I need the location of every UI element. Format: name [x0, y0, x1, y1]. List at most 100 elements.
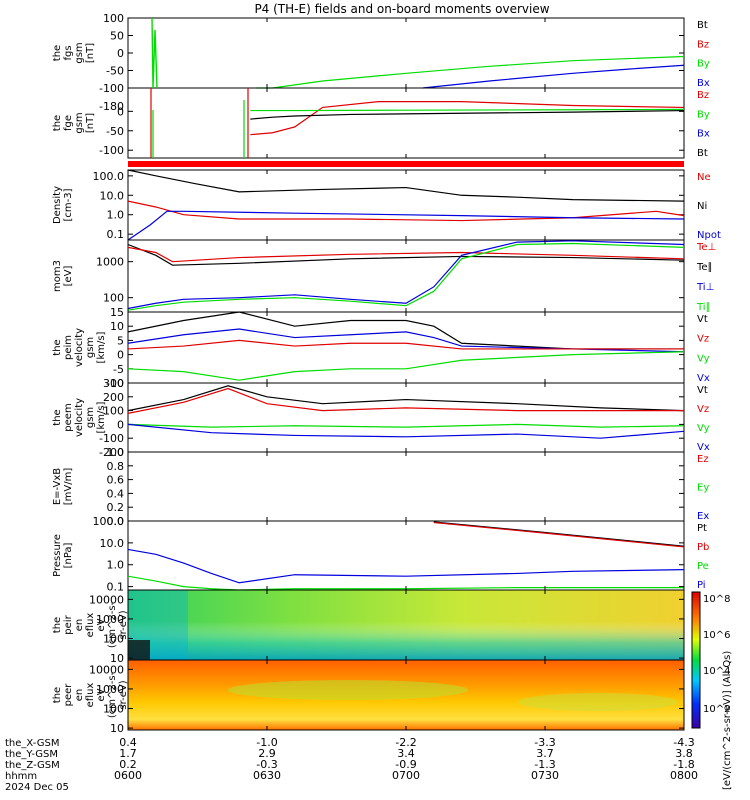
y-axis-label-line: fge — [63, 115, 74, 131]
y-axis-label-line: the — [52, 409, 63, 425]
y-axis-label-line: eV — [96, 618, 107, 631]
y-tick-label: 100 — [103, 292, 124, 305]
x-axis-row-value: 0.4 — [119, 736, 137, 749]
y-axis-label-line: peim — [63, 335, 74, 360]
y-ticks: 100.0 10.0 1.0 0.1 — [93, 515, 684, 594]
y-axis-label-line: gsm — [85, 407, 96, 428]
y-tick-label: -200 — [99, 446, 124, 459]
legend-ey: Ey — [697, 483, 709, 494]
y-axis-label-line: velocity — [74, 398, 85, 437]
legend-ti∥: Ti∥ — [696, 302, 711, 313]
legend-bz: Bz — [697, 39, 709, 50]
y-axis-label-line: [nT] — [85, 113, 96, 133]
legend-ex: Ex — [697, 511, 709, 522]
legend-by: By — [697, 109, 710, 120]
y-tick-label: 300 — [103, 377, 124, 390]
x-axis-row-value: -3.3 — [534, 736, 555, 749]
series-fgs-bx — [422, 64, 685, 89]
y-tick-label: 10 — [110, 722, 124, 735]
y-axis-label-line: the — [52, 115, 63, 131]
legend-vt: Vt — [697, 314, 708, 325]
y-tick-label: 0 — [117, 418, 124, 431]
y-axis-label-line: sr-eV) — [118, 610, 129, 639]
series-peim-vz — [127, 339, 684, 350]
y-tick-label: 100 — [103, 703, 124, 716]
y-axis-label-line: (cm^2-s- — [107, 601, 118, 648]
x-axis-row-value: 0.2 — [119, 758, 137, 771]
y-tick-label: 5 — [117, 334, 124, 347]
series-peem-vy — [127, 423, 685, 428]
y-tick-label: 50 — [110, 30, 124, 43]
y-axis-label-line: peer — [63, 683, 74, 707]
y-tick-label: 1000 — [96, 613, 124, 626]
x-axis-row-value: 0730 — [531, 769, 559, 782]
y-tick-label: 0 — [117, 47, 124, 60]
y-tick-label: 100.0 — [93, 170, 125, 183]
y-tick-label: 200 — [103, 391, 124, 404]
y-tick-label: -100 — [99, 144, 124, 157]
x-axis-row-label: hhmm — [5, 771, 37, 782]
y-axis-label: thepeirenefluxeV(cm^2-s-sr-eV) — [52, 601, 129, 648]
y-tick-label: 10 — [110, 320, 124, 333]
y-tick-label: 0.1 — [107, 228, 125, 241]
y-axis-label-line: mom3 — [52, 260, 63, 292]
peir-spectrogram-low-energy — [128, 621, 684, 660]
y-axis-label-line: fgs — [63, 45, 74, 60]
series-peim-vx — [127, 328, 685, 353]
x-axis-row-value: -0.3 — [256, 758, 277, 771]
y-axis-label-line: [cm-3] — [63, 188, 74, 221]
panel-peem: 3002001000-100-200thepeemvelocitygsm[km/… — [52, 377, 710, 459]
series-pressure-pi — [127, 548, 685, 584]
x-axis-row-value: 0600 — [114, 769, 142, 782]
x-axis-row-value: -1.0 — [256, 736, 277, 749]
legend-vz: Vz — [697, 404, 709, 415]
y-axis-label-line: eV — [96, 688, 107, 701]
y-tick-label: -100 — [99, 82, 124, 95]
x-axis-row-value: 3.7 — [536, 747, 554, 760]
y-tick-label: 0.0 — [107, 515, 125, 528]
legend-npot: Npot — [697, 230, 721, 241]
status-bar — [128, 161, 684, 167]
y-ticks: 100.0 10.0 1.0 0.1 — [93, 170, 684, 241]
series-temps-ti∥ — [127, 242, 685, 311]
y-axis-label-line: [km/s] — [96, 401, 107, 433]
x-axis-row-value: 2.9 — [258, 747, 276, 760]
y-ticks: 100 50 0 -50 -100 — [99, 12, 684, 95]
panel-peir: 10000 1000 100 10 thepeirenefluxeV(cm^2-s-sr… — [52, 589, 685, 665]
series-peim-vy — [127, 351, 685, 381]
y-ticks: 0 -50 -100 -180 — [99, 100, 684, 157]
x-axis-row-value: -1.3 — [534, 758, 555, 771]
colorbar-gradient — [691, 591, 701, 729]
fgs-spike — [151, 17, 158, 89]
x-axis-row-label: the_Y-GSM — [5, 749, 58, 760]
y-axis-label-line: [eV] — [63, 266, 74, 287]
y-tick-label: 0.4 — [107, 487, 125, 500]
y-ticks: 10000 1000 100 10 — [89, 593, 684, 665]
series-temps-ti⊥ — [127, 240, 685, 310]
panel-frame — [127, 87, 685, 159]
y-axis-label: Pressure[nPa] — [52, 534, 74, 577]
y-ticks: 1.00.80.60.40.20.0 — [107, 446, 684, 528]
series-peim-vt — [127, 311, 684, 350]
y-tick-label: 10000 — [89, 663, 124, 676]
series-peem-vx — [127, 423, 685, 439]
legend-pb: Pb — [697, 542, 709, 553]
y-tick-label: 100 — [103, 405, 124, 418]
y-tick-label: 15 — [110, 306, 124, 319]
legend-vy: Vy — [697, 353, 710, 364]
y-tick-label: -50 — [106, 65, 124, 78]
x-axis-row-label: the_Z-GSM — [5, 760, 60, 771]
x-axis-row-value: 0800 — [670, 769, 698, 782]
legend-bt: Bt — [697, 148, 708, 159]
panel-pressure: 100.0 10.0 1.0 0.1 Pressure[nPa] Pt Pb Pe Pi — [52, 515, 709, 594]
y-tick-label: 0.8 — [107, 460, 125, 473]
series-fge-bz — [250, 101, 685, 136]
y-axis-label-line: eflux — [85, 683, 96, 708]
x-axis-row-label: the_X-GSM — [5, 738, 59, 749]
y-tick-label: 1000 — [96, 256, 124, 269]
legend-vx: Vx — [697, 442, 710, 453]
y-axis-label-line: the — [52, 617, 63, 633]
